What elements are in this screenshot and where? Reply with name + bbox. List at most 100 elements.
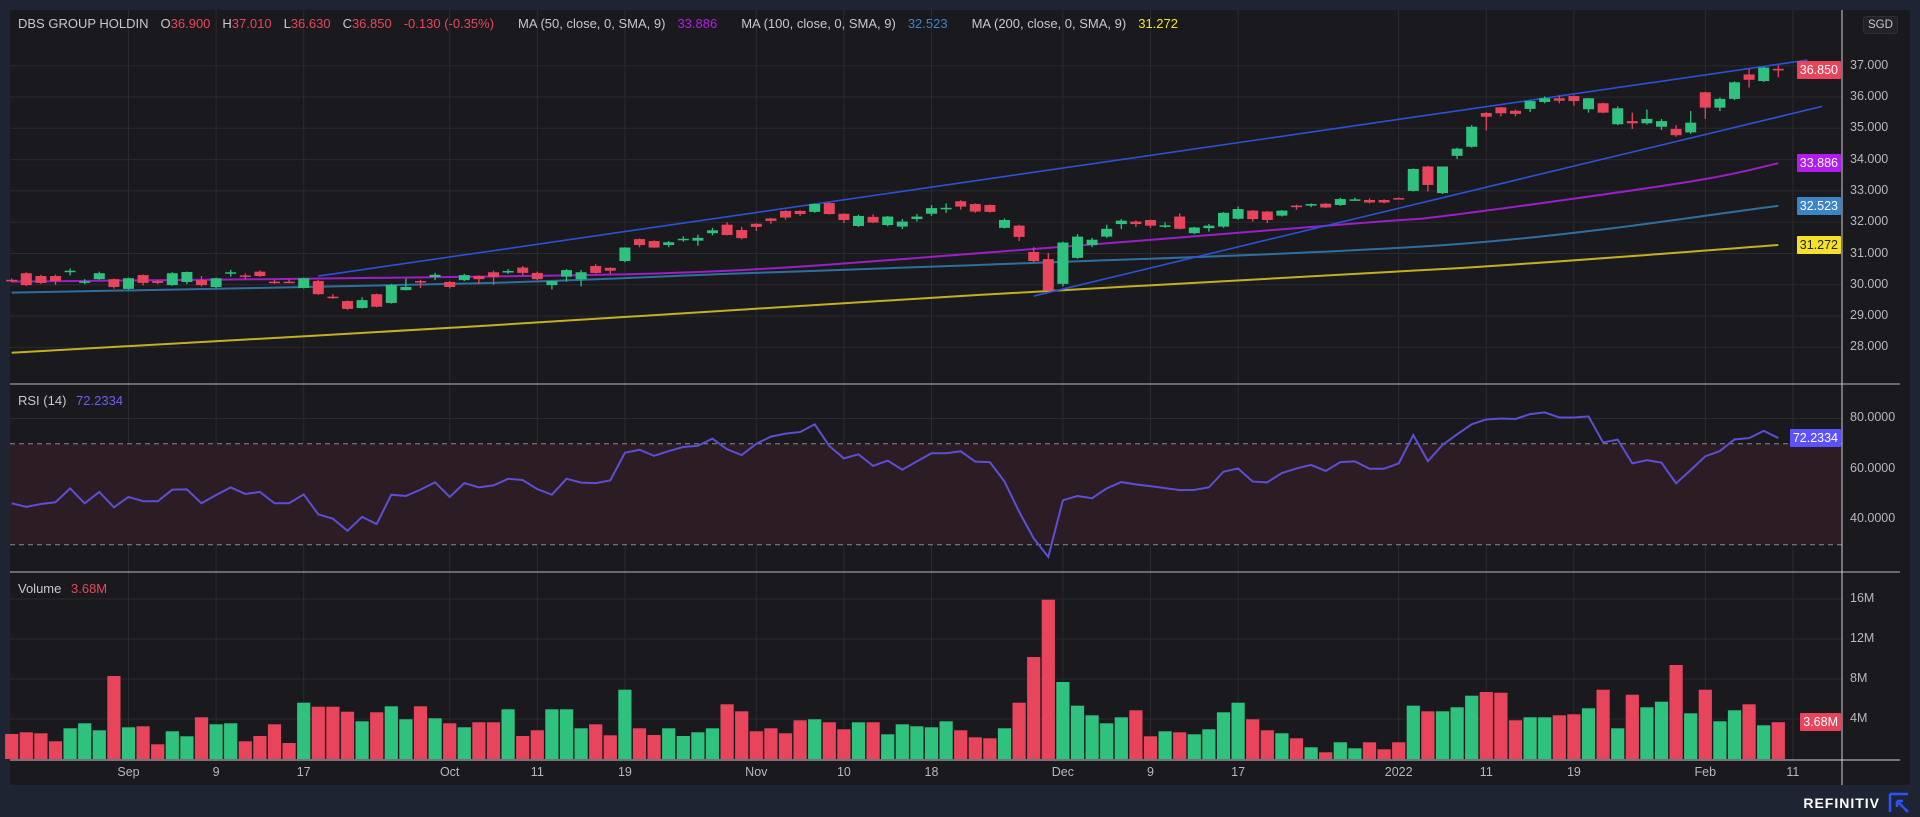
volume-bar bbox=[793, 720, 807, 759]
volume-bar bbox=[574, 728, 588, 759]
candle bbox=[517, 266, 529, 276]
candle bbox=[1612, 106, 1624, 126]
candle-body bbox=[444, 281, 456, 287]
candle bbox=[809, 203, 821, 213]
refinitiv-logo[interactable]: REFINITIV bbox=[1803, 792, 1910, 814]
volume-bar bbox=[486, 722, 501, 759]
ma100-line bbox=[11, 204, 1779, 294]
candle bbox=[283, 279, 295, 284]
candle bbox=[721, 222, 733, 236]
candle bbox=[1086, 237, 1098, 248]
candle-body bbox=[1218, 212, 1229, 227]
candle bbox=[385, 283, 397, 304]
volume-bar bbox=[1713, 721, 1727, 759]
candle bbox=[1656, 118, 1667, 130]
volume-bar bbox=[1377, 749, 1391, 759]
volume-bar bbox=[1333, 742, 1347, 759]
candle-body bbox=[429, 274, 441, 277]
candle-body bbox=[225, 272, 237, 274]
candle-body bbox=[1013, 225, 1025, 237]
volume-bar bbox=[443, 723, 457, 759]
time-axis-label: Nov bbox=[745, 765, 768, 779]
candle bbox=[444, 281, 456, 289]
price-axis-label: 31.000 bbox=[1850, 245, 1889, 260]
candle bbox=[765, 217, 777, 224]
candle-body bbox=[415, 281, 426, 283]
candle-body bbox=[663, 242, 675, 246]
volume-bar bbox=[1143, 736, 1158, 759]
volume-bar bbox=[1421, 711, 1435, 759]
candle bbox=[882, 215, 894, 227]
candle bbox=[750, 223, 762, 231]
volume-bar bbox=[1319, 752, 1333, 759]
candle-body bbox=[1174, 216, 1186, 229]
candle bbox=[1583, 97, 1594, 113]
volume-axis-label: 4M bbox=[1850, 711, 1868, 725]
candle-body bbox=[853, 215, 864, 226]
candle bbox=[911, 214, 923, 222]
volume-bar bbox=[1727, 710, 1742, 759]
candle bbox=[1101, 224, 1113, 238]
candle-body bbox=[1188, 227, 1200, 234]
volume-bar bbox=[1187, 734, 1201, 759]
candle bbox=[35, 274, 47, 284]
candle-body bbox=[1670, 128, 1682, 136]
volume-label[interactable]: Volume bbox=[18, 581, 62, 596]
volume-bar bbox=[1246, 719, 1260, 759]
candle-body bbox=[1743, 74, 1755, 80]
candle bbox=[1772, 65, 1784, 78]
time-axis-label: 18 bbox=[924, 765, 939, 779]
volume-bar bbox=[822, 722, 836, 759]
candle bbox=[663, 240, 675, 248]
candle bbox=[853, 214, 864, 227]
candle bbox=[999, 218, 1010, 229]
candle-body bbox=[6, 279, 18, 282]
candle-body bbox=[1685, 122, 1697, 133]
candle-body bbox=[1072, 236, 1083, 258]
ma100-label[interactable]: MA (100, close, 0, SMA, 9) bbox=[741, 16, 896, 31]
volume-bar bbox=[1289, 738, 1304, 759]
candle bbox=[955, 200, 967, 210]
candle-body bbox=[1042, 259, 1054, 291]
volume-bar bbox=[78, 723, 92, 759]
candle bbox=[1407, 168, 1419, 192]
candle-body bbox=[488, 272, 499, 277]
candle-body bbox=[1641, 118, 1653, 124]
volume-bar bbox=[501, 709, 515, 759]
volume-bar bbox=[749, 731, 763, 759]
ma200-label[interactable]: MA (200, close, 0, SMA, 9) bbox=[971, 16, 1127, 31]
price-axis-label: 33.000 bbox=[1850, 182, 1889, 197]
rsi-axis-label: 40.0000 bbox=[1850, 511, 1896, 526]
ma50-label[interactable]: MA (50, close, 0, SMA, 9) bbox=[518, 16, 666, 31]
candle-body bbox=[1729, 82, 1740, 99]
candle bbox=[1729, 81, 1740, 101]
candle bbox=[1115, 219, 1127, 230]
candle bbox=[969, 203, 981, 213]
candle bbox=[488, 270, 499, 285]
volume-bar bbox=[282, 743, 296, 759]
candle-body bbox=[780, 210, 791, 218]
candle-body bbox=[1101, 228, 1113, 237]
time-axis-label: 10 bbox=[836, 765, 851, 779]
candle bbox=[692, 234, 704, 246]
volume-axis-label: 8M bbox=[1850, 671, 1868, 685]
candle bbox=[1028, 247, 1040, 263]
candle bbox=[736, 226, 748, 240]
volume-bar bbox=[1625, 694, 1639, 759]
candle-body bbox=[1699, 92, 1711, 108]
candle-body bbox=[1320, 203, 1332, 208]
candle bbox=[1159, 222, 1171, 228]
candle-body bbox=[269, 281, 280, 284]
candle bbox=[1291, 204, 1302, 210]
time-axis-label: 9 bbox=[212, 765, 220, 779]
time-axis-label: 11 bbox=[530, 765, 544, 779]
candle bbox=[502, 269, 514, 274]
time-axis-label: 17 bbox=[1231, 765, 1246, 779]
volume-bar bbox=[764, 728, 778, 759]
currency-button[interactable]: SGD bbox=[1863, 16, 1898, 34]
volume-bar bbox=[1611, 728, 1625, 759]
candle-body bbox=[1393, 198, 1405, 200]
rsi-label[interactable]: RSI (14) bbox=[18, 393, 67, 408]
candle bbox=[93, 271, 105, 280]
